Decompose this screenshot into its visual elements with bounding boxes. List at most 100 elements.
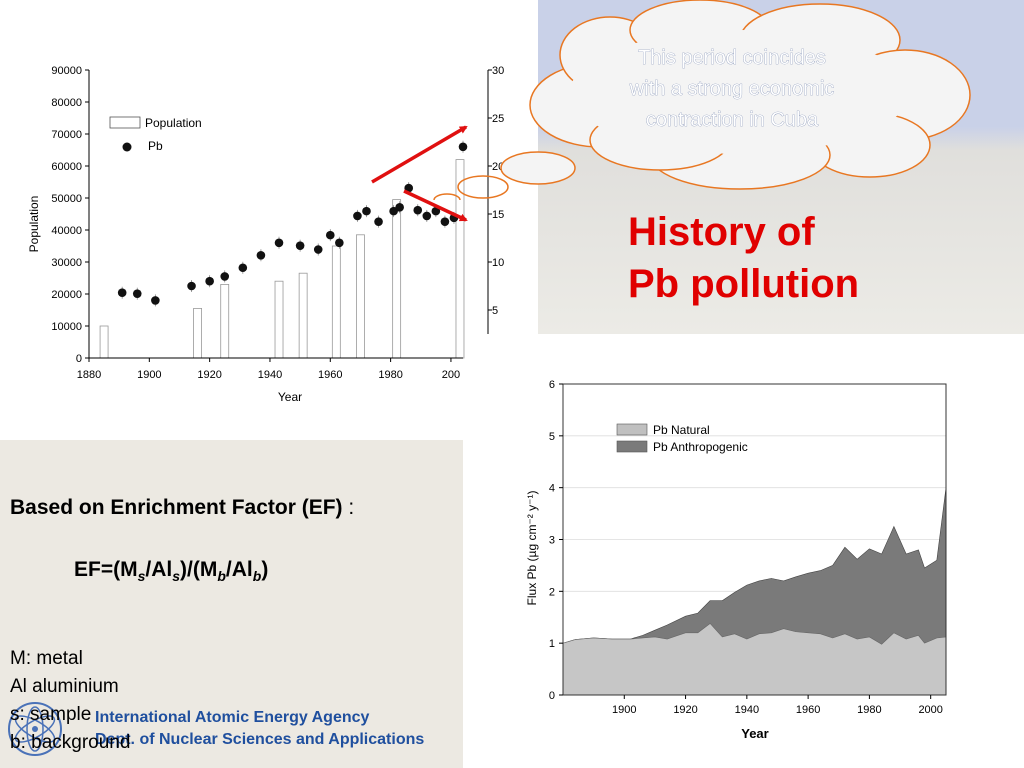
- flux-y-tick-label: 5: [549, 431, 555, 443]
- pb-point: [187, 281, 196, 291]
- pb-point: [440, 217, 450, 226]
- pb-natural-area: [562, 623, 947, 696]
- x-tick-label: 1920: [197, 369, 221, 381]
- y-tick-label: 0: [76, 353, 82, 365]
- ef-formula-mid-1: /Al: [145, 558, 173, 581]
- ef-heading-colon: :: [348, 496, 355, 519]
- y-tick-label: 90000: [51, 65, 82, 77]
- ef-heading: Based on Enrichment Factor (EF) :: [10, 496, 354, 520]
- legend-anthropogenic-swatch: [616, 440, 648, 453]
- population-bar: [331, 245, 341, 359]
- pb-point: [431, 206, 441, 216]
- legend-pb-label: Pb: [148, 139, 163, 153]
- legend-population-swatch: [109, 116, 141, 129]
- y2-tick-label: 25: [492, 113, 504, 125]
- population-bar: [220, 283, 230, 359]
- ef-formula-sub-1: s: [137, 568, 146, 585]
- population-bar: [298, 272, 308, 359]
- y-tick-label: 60000: [51, 161, 82, 173]
- pb-point: [313, 245, 323, 254]
- iaea-logo-icon: [8, 702, 62, 756]
- population-bar: [392, 199, 402, 359]
- y-tick-label: 10000: [51, 321, 82, 333]
- ef-legend-background: b: background: [10, 732, 131, 753]
- title-line-1: History of: [628, 210, 815, 254]
- ef-formula-sub-2: s: [172, 568, 181, 585]
- y-axis-title: Population: [27, 196, 41, 253]
- flux-y-tick-label: 0: [549, 690, 555, 702]
- ef-formula-prefix: EF=(M: [74, 558, 138, 581]
- trend-arrow-down: [403, 189, 468, 222]
- pb-point: [238, 263, 248, 273]
- x-tick-label: 200: [442, 369, 460, 381]
- y-tick-label: 80000: [51, 97, 82, 109]
- pb-point: [395, 202, 404, 212]
- y-tick-label: 70000: [51, 129, 82, 141]
- y2-tick-label: 30: [492, 65, 504, 77]
- callout-bubble-1: [500, 151, 576, 185]
- pb-point: [422, 211, 432, 221]
- y-tick-label: 30000: [51, 257, 82, 269]
- pb-point: [404, 183, 414, 193]
- y2-tick-label: 10: [492, 257, 504, 269]
- callout-cloud: This period coincides with a strong econ…: [433, 0, 971, 200]
- pb-point: [256, 250, 266, 260]
- flux-x-tick-label: 1900: [612, 704, 636, 716]
- ef-legend-sample: s: sample: [10, 704, 92, 725]
- callout-bubble-2: [457, 175, 509, 199]
- legend-natural-label: Pb Natural: [653, 423, 710, 437]
- flux-x-tick-label: 1920: [673, 704, 697, 716]
- pb-point: [413, 205, 423, 215]
- bottom-left-panel: [0, 440, 463, 768]
- slide-title: History of Pb pollution: [628, 206, 859, 310]
- ef-formula-suffix: ): [261, 558, 269, 581]
- trend-arrow-up: [371, 125, 468, 184]
- x-tick-label: 1980: [378, 369, 402, 381]
- org-name: International Atomic Energy Agency: [95, 709, 370, 726]
- callout-line-1: This period coincides: [638, 47, 826, 69]
- flux-y-tick-label: 2: [549, 586, 555, 598]
- population-bar: [99, 325, 109, 359]
- pb-point: [151, 296, 160, 305]
- population-pb-chart: 0 10000 20000 30000 40000 50000 60000 70000 8000…: [27, 65, 504, 404]
- pb-point: [274, 238, 284, 248]
- pb-point: [353, 211, 362, 221]
- pb-point: [132, 289, 142, 298]
- flux-y-tick-label: 1: [549, 638, 555, 650]
- pb-point: [335, 238, 344, 248]
- flux-x-tick-label: 1980: [857, 704, 881, 716]
- x-tick-label: 1880: [77, 369, 101, 381]
- y2-tick-label: 15: [492, 209, 504, 221]
- pb-point: [205, 276, 214, 286]
- legend-pb-marker: [122, 142, 132, 152]
- ef-formula-sub-4: b: [252, 568, 262, 585]
- ef-formula-mid-2: )/(M: [180, 558, 218, 581]
- flux-y-axis-title: Flux Pb (µg cm⁻² y⁻¹): [525, 491, 539, 606]
- x-tick-label: 1940: [258, 369, 282, 381]
- y-tick-label: 40000: [51, 225, 82, 237]
- population-bar: [193, 307, 202, 359]
- x-axis-title: Year: [278, 390, 302, 404]
- legend-anthropogenic-label: Pb Anthropogenic: [653, 440, 748, 454]
- flux-y-tick-label: 4: [549, 483, 555, 495]
- pb-point: [458, 142, 468, 152]
- legend-population-label: Population: [145, 116, 202, 130]
- y-tick-label: 20000: [51, 289, 82, 301]
- title-line-2: Pb pollution: [628, 262, 860, 306]
- callout-line-3: contraction in Cuba: [646, 109, 819, 131]
- flux-y-tick-label: 3: [549, 535, 555, 547]
- flux-x-tick-label: 1940: [735, 704, 759, 716]
- callout-line-2: with a strong economic: [629, 78, 835, 100]
- pb-point: [295, 241, 305, 250]
- y-tick-label: 50000: [51, 193, 82, 205]
- flux-x-tick-label: 1960: [796, 704, 820, 716]
- population-bar: [274, 280, 284, 359]
- x-tick-label: 1960: [318, 369, 342, 381]
- ef-legend-metal: M: metal: [10, 648, 83, 669]
- flux-x-axis-title: Year: [741, 726, 768, 741]
- pb-point: [220, 272, 230, 281]
- population-bar: [356, 234, 365, 359]
- pb-point: [362, 206, 371, 216]
- pb-point: [117, 288, 127, 298]
- ef-formula: EF=(Ms/Als)/(Mb/Alb): [74, 558, 268, 584]
